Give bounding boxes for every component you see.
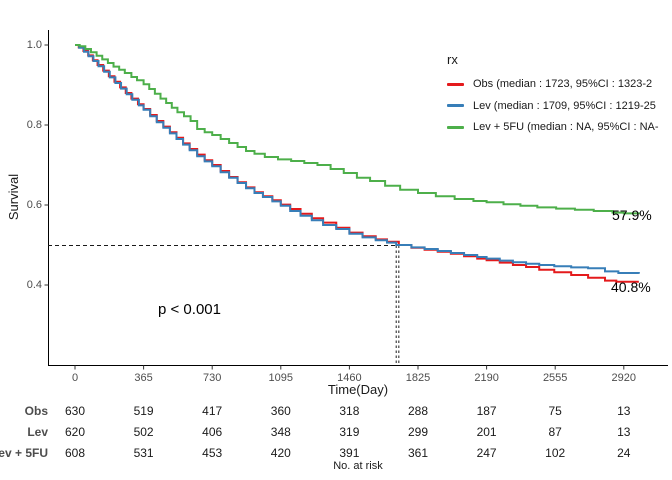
risk-count: 319 <box>339 424 360 439</box>
risk-count: 391 <box>339 445 360 460</box>
legend-item-lev: Lev (median : 1709, 95%CI : 1219-25 <box>447 98 656 114</box>
risk-count: 13 <box>617 403 631 418</box>
lev5fu-endpoint-label: 57.9% <box>612 207 652 223</box>
x-tick-label: 1825 <box>405 372 431 384</box>
risk-count: 348 <box>270 424 291 439</box>
obs-line-key-icon <box>447 82 464 86</box>
risk-count: 406 <box>202 424 223 439</box>
legend-title: rx <box>447 52 458 67</box>
axis-tick-marks <box>44 44 625 370</box>
lev-line-key-icon <box>447 104 464 107</box>
x-tick-label: 365 <box>134 372 153 384</box>
legend-item-label: Lev (median : 1709, 95%CI : 1219-25 <box>473 99 656 112</box>
risk-count: 608 <box>64 445 86 460</box>
risk-count: 187 <box>476 403 497 418</box>
legend-item-lev5fu: Lev + 5FU (median : NA, 95%CI : NA- <box>447 119 659 135</box>
risk-row-label: Lev <box>27 424 48 439</box>
risk-count: 13 <box>617 424 631 439</box>
risk-count: 102 <box>545 445 566 460</box>
p-value-annotation: p < 0.001 <box>158 301 221 318</box>
risk-count: 620 <box>64 424 86 439</box>
risk-count: 417 <box>202 403 223 418</box>
risk-count: 360 <box>270 403 291 418</box>
risk-count: 519 <box>133 403 154 418</box>
y-tick-label: 0.8 <box>26 119 42 131</box>
risk-count: 201 <box>476 424 497 439</box>
y-tick-label: 0.6 <box>26 199 42 211</box>
risk-count: 318 <box>339 403 360 418</box>
x-tick-label: 2190 <box>474 372 499 384</box>
y-axis-title: Survival <box>6 173 21 221</box>
x-tick-label: 1460 <box>337 372 362 384</box>
risk-count: 75 <box>548 403 562 418</box>
x-tick-label: 1095 <box>268 372 294 384</box>
x-tick-label: 730 <box>203 372 222 384</box>
risk-count: 531 <box>133 445 154 460</box>
risk-count: 420 <box>270 445 291 460</box>
survival-curve-lev <box>75 44 640 274</box>
lev5fu-line-key-icon <box>447 125 464 129</box>
risk-count: 288 <box>407 403 429 418</box>
y-tick-label: 1.0 <box>26 39 42 51</box>
risk-count: 630 <box>64 403 86 418</box>
x-axis-title: Time(Day) <box>327 382 389 397</box>
risk-row-label: Lev + 5FU <box>0 445 48 460</box>
x-tick-label: 2555 <box>542 372 568 384</box>
risk-count: 247 <box>476 445 497 460</box>
y-tick-label: 0.4 <box>26 279 42 291</box>
obs-endpoint-label: 40.8% <box>611 279 651 295</box>
risk-count: 24 <box>617 445 631 460</box>
survival-curve-lev-5fu <box>75 44 640 215</box>
x-tick-label: 0 <box>71 372 79 384</box>
risk-count: 87 <box>548 424 562 439</box>
risk-count: 502 <box>133 424 154 439</box>
legend-item-obs: Obs (median : 1723, 95%CI : 1323-2 <box>447 76 652 92</box>
x-tick-label: 2920 <box>611 372 637 384</box>
legend-item-label: Lev + 5FU (median : NA, 95%CI : NA- <box>473 121 659 133</box>
risk-count: 299 <box>407 424 429 439</box>
risk-count: 453 <box>202 445 223 460</box>
legend-item-label: Obs (median : 1723, 95%CI : 1323-2 <box>473 78 653 90</box>
risk-row-label: Obs <box>24 403 48 418</box>
risk-table-caption: No. at risk <box>333 460 383 472</box>
risk-count: 361 <box>407 445 429 460</box>
